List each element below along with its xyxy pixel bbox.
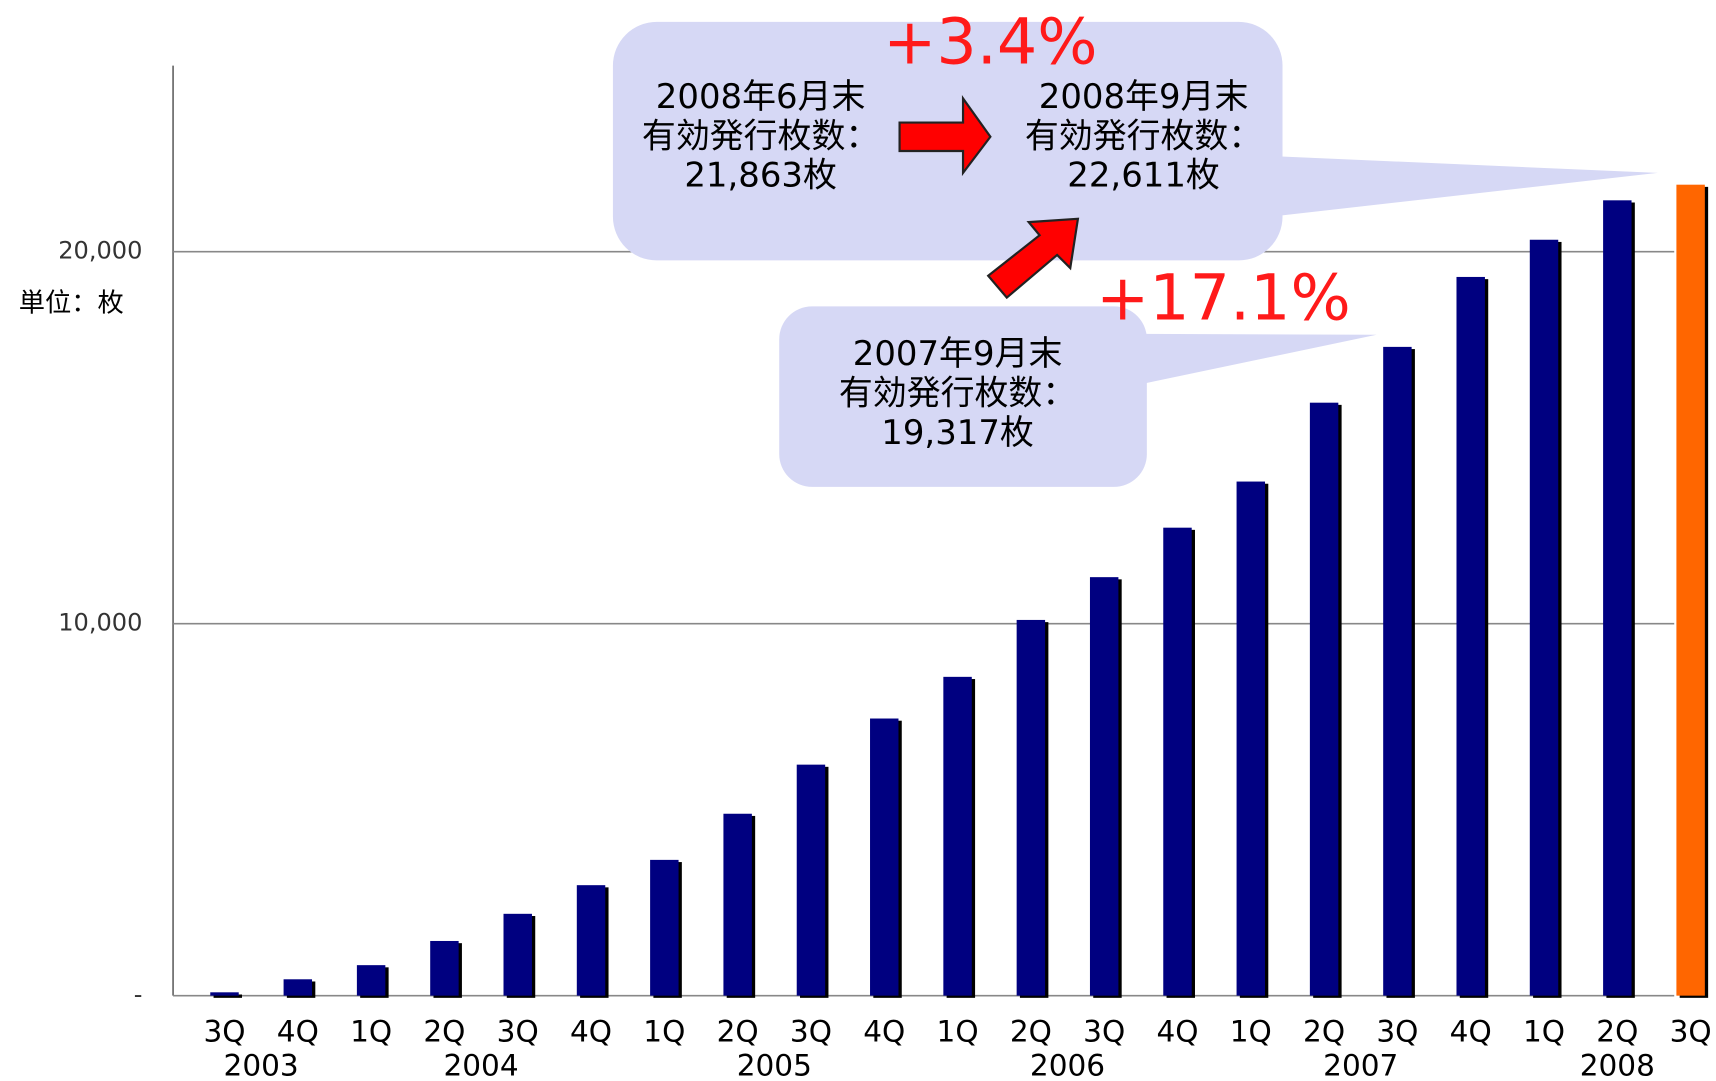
bar bbox=[650, 859, 679, 996]
callout-text: 19,317枚 bbox=[881, 413, 1034, 452]
x-tick-label: 3Q bbox=[1083, 1014, 1125, 1048]
x-tick-label: 4Q bbox=[1450, 1014, 1492, 1048]
bar bbox=[1309, 402, 1339, 996]
bar bbox=[943, 676, 972, 996]
bar bbox=[1236, 481, 1266, 996]
bar bbox=[723, 813, 752, 996]
callout-text: 21,863枚 bbox=[684, 156, 837, 195]
bar bbox=[1089, 577, 1119, 996]
x-tick-label: 2Q bbox=[717, 1014, 759, 1048]
x-tick-label: 2Q bbox=[1303, 1014, 1345, 1048]
bar bbox=[1676, 184, 1705, 996]
callouts bbox=[612, 21, 1658, 487]
bar bbox=[870, 718, 899, 996]
bar bbox=[210, 992, 239, 996]
change-label: +17.1% bbox=[1096, 261, 1351, 335]
x-tick-label: 3Q bbox=[497, 1014, 539, 1048]
x-tick-label: 4Q bbox=[1156, 1014, 1198, 1048]
bar bbox=[576, 885, 606, 996]
x-tick-label: 2Q bbox=[1010, 1014, 1052, 1048]
change-label: +3.4% bbox=[883, 5, 1097, 79]
callout-text: 2008年6月末 bbox=[656, 77, 866, 116]
bar bbox=[356, 965, 386, 996]
bar-shadow bbox=[213, 994, 243, 998]
bar bbox=[503, 913, 532, 996]
bar bbox=[1163, 527, 1192, 996]
callout-text: 2007年9月末 bbox=[853, 334, 1063, 373]
year-label: 2004 bbox=[443, 1048, 518, 1081]
unit-label: 単位：枚 bbox=[19, 289, 124, 319]
x-tick-label: 4Q bbox=[570, 1014, 612, 1048]
x-tick-label: 1Q bbox=[643, 1014, 685, 1048]
callout-bubble bbox=[779, 306, 1147, 487]
x-tick-label: 1Q bbox=[350, 1014, 392, 1048]
x-tick-label: 3Q bbox=[203, 1014, 245, 1048]
year-label: 2003 bbox=[224, 1048, 299, 1081]
year-label: 2007 bbox=[1323, 1048, 1398, 1081]
callout-text: 有効発行枚数： bbox=[1025, 116, 1262, 155]
callout-text: 2008年9月末 bbox=[1039, 77, 1249, 116]
x-tick-label: 4Q bbox=[277, 1014, 319, 1048]
year-label: 2006 bbox=[1030, 1048, 1105, 1081]
y-tick-label: 20,000 bbox=[58, 237, 142, 265]
bar bbox=[1383, 346, 1412, 996]
bar bbox=[430, 940, 459, 996]
bar bbox=[796, 764, 826, 996]
callout-texts: 2008年6月末有効発行枚数：21,863枚2008年9月末有効発行枚数：22,… bbox=[642, 77, 1262, 452]
x-tick-label: 3Q bbox=[1376, 1014, 1418, 1048]
x-tick-label: 2Q bbox=[423, 1014, 465, 1048]
callout-pointer bbox=[1203, 153, 1658, 225]
x-tick-label: 1Q bbox=[1523, 1014, 1565, 1048]
bar bbox=[1456, 276, 1485, 996]
y-tick-label: - bbox=[134, 981, 143, 1009]
x-tick-label: 3Q bbox=[1670, 1014, 1712, 1048]
arrow bbox=[898, 95, 992, 177]
x-tick-label: 3Q bbox=[790, 1014, 832, 1048]
callout-text: 22,611枚 bbox=[1067, 156, 1220, 195]
bar bbox=[1529, 239, 1559, 996]
x-tick-label: 1Q bbox=[937, 1014, 979, 1048]
bar bbox=[283, 979, 313, 996]
x-tick-label: 4Q bbox=[863, 1014, 905, 1048]
bar bbox=[1016, 619, 1046, 996]
callout-text: 有効発行枚数： bbox=[642, 116, 879, 155]
y-tick-label: 10,000 bbox=[58, 609, 142, 637]
year-label: 2008 bbox=[1580, 1048, 1655, 1081]
callout-text: 有効発行枚数： bbox=[839, 373, 1076, 412]
x-tick-label: 2Q bbox=[1596, 1014, 1638, 1048]
bar bbox=[1603, 200, 1632, 996]
x-tick-label: 1Q bbox=[1230, 1014, 1272, 1048]
arrow bbox=[986, 217, 1080, 300]
year-label: 2005 bbox=[737, 1048, 812, 1081]
callout-pointer bbox=[1094, 333, 1377, 394]
plot-area: - 10,000 20,000 3Q 4Q 1Q 2Q 3Q 4Q 1Q 2Q 3Q 4Q 1Q 2Q 3Q 4… bbox=[58, 65, 1712, 1081]
